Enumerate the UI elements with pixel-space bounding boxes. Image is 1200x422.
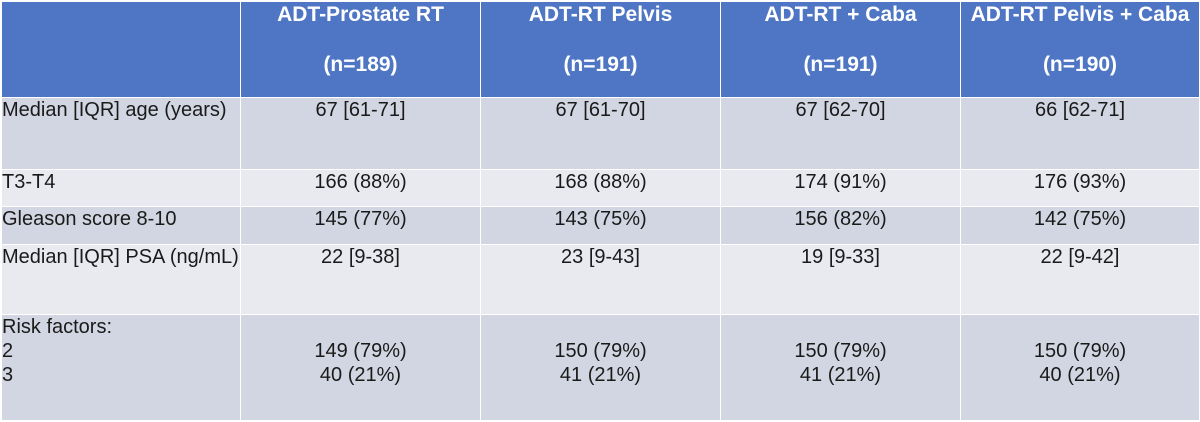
value-2-risk: 150 (79%)	[1033, 340, 1127, 362]
table-row-gleason: Gleason score 8-10 145 (77%) 143 (75%) 1…	[1, 206, 1200, 245]
header-row: ADT-Prostate RT (n=189) ADT-RT Pelvis (n…	[1, 1, 1200, 98]
header-adt-rt-pelvis-caba: ADT-RT Pelvis + Caba (n=190)	[960, 1, 1200, 98]
value-3-risk: 41 (21%)	[559, 364, 642, 386]
table-cell: 66 [62-71]	[960, 97, 1200, 170]
value-3-risk: 40 (21%)	[319, 364, 402, 386]
row-sub-label: 2	[2, 340, 14, 362]
header-corner-cell	[1, 1, 241, 98]
table-cell: 149 (79%) 40 (21%)	[240, 314, 481, 421]
column-name: ADT-RT Pelvis	[528, 3, 673, 26]
column-n: (n=190)	[1042, 53, 1118, 76]
table-cell: 67 [61-70]	[480, 97, 721, 170]
table-cell: 143 (75%)	[480, 206, 721, 245]
table-cell: 174 (91%)	[720, 169, 961, 207]
column-name: ADT-RT Pelvis + Caba	[970, 3, 1190, 26]
row-sub-label: 3	[2, 364, 14, 386]
table-cell: 23 [9-43]	[480, 244, 721, 315]
table-cell: 150 (79%) 41 (21%)	[480, 314, 721, 421]
header-adt-rt-caba: ADT-RT + Caba (n=191)	[720, 1, 961, 98]
table-cell: 67 [62-70]	[720, 97, 961, 170]
row-label: Median [IQR] PSA (ng/mL)	[1, 244, 241, 315]
value-3-risk: 41 (21%)	[799, 364, 882, 386]
column-name: ADT-Prostate RT	[277, 3, 444, 26]
value-2-risk: 149 (79%)	[314, 340, 407, 362]
row-label: T3-T4	[1, 169, 241, 207]
table-cell: 176 (93%)	[960, 169, 1200, 207]
column-name: ADT-RT + Caba	[764, 3, 917, 26]
table-row-age: Median [IQR] age (years) 67 [61-71] 67 […	[1, 97, 1200, 170]
table-cell: 156 (82%)	[720, 206, 961, 245]
header-adt-prostate-rt: ADT-Prostate RT (n=189)	[240, 1, 481, 98]
table-cell: 168 (88%)	[480, 169, 721, 207]
table-row-t3-t4: T3-T4 166 (88%) 168 (88%) 174 (91%) 176 …	[1, 169, 1200, 207]
row-label: Risk factors:	[2, 316, 113, 338]
table-cell: 19 [9-33]	[720, 244, 961, 315]
table-cell: 22 [9-38]	[240, 244, 481, 315]
table-cell: 22 [9-42]	[960, 244, 1200, 315]
table-cell: 166 (88%)	[240, 169, 481, 207]
value-3-risk: 40 (21%)	[1039, 364, 1121, 386]
table-cell: 145 (77%)	[240, 206, 481, 245]
table-row-risk-factors: Risk factors: 2 3 149 (79%) 40 (21%) 150…	[1, 314, 1200, 421]
column-n: (n=191)	[803, 53, 878, 76]
table-cell: 150 (79%) 41 (21%)	[720, 314, 961, 421]
row-label: Gleason score 8-10	[1, 206, 241, 245]
value-2-risk: 150 (79%)	[794, 340, 887, 362]
column-n: (n=189)	[323, 53, 398, 76]
table-cell: 67 [61-71]	[240, 97, 481, 170]
column-n: (n=191)	[563, 53, 638, 76]
header-adt-rt-pelvis: ADT-RT Pelvis (n=191)	[480, 1, 721, 98]
row-label: Median [IQR] age (years)	[1, 97, 241, 170]
table-row-psa: Median [IQR] PSA (ng/mL) 22 [9-38] 23 [9…	[1, 244, 1200, 315]
table-cell: 142 (75%)	[960, 206, 1200, 245]
row-label-cell: Risk factors: 2 3	[1, 314, 241, 421]
value-2-risk: 150 (79%)	[554, 340, 647, 362]
table-cell: 150 (79%) 40 (21%)	[960, 314, 1200, 421]
